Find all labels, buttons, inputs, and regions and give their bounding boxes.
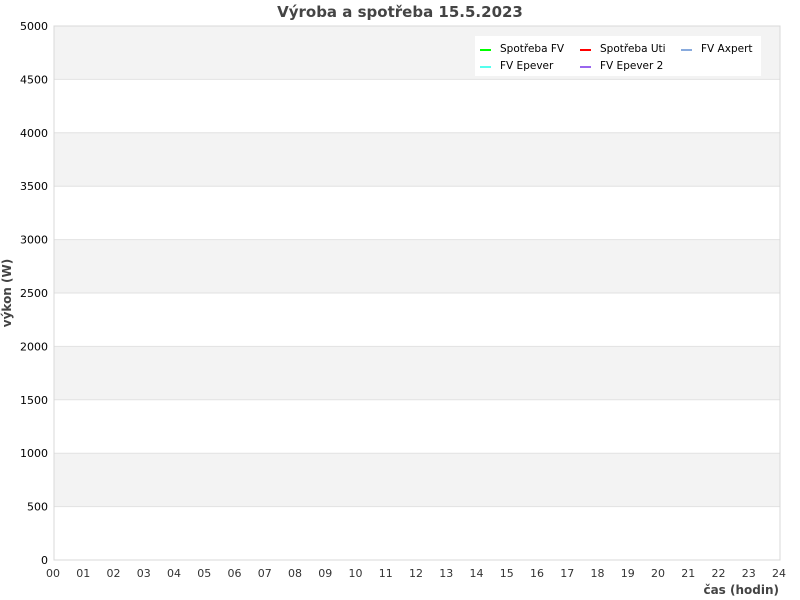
- x-tick-label: 04: [167, 567, 181, 580]
- x-tick-label: 09: [318, 567, 332, 580]
- legend-label: Spotřeba Uti: [600, 43, 666, 55]
- x-tick-label: 23: [742, 567, 756, 580]
- chart-title: Výroba a spotřeba 15.5.2023: [277, 3, 523, 21]
- legend-label: FV Epever: [500, 60, 554, 72]
- x-tick-label: 00: [46, 567, 60, 580]
- x-tick-label: 15: [500, 567, 514, 580]
- x-tick-label: 20: [651, 567, 665, 580]
- y-tick-label: 3000: [20, 234, 48, 247]
- y-tick-label: 3500: [20, 180, 48, 193]
- legend-label: FV Epever 2: [600, 60, 663, 72]
- x-tick-label: 14: [470, 567, 484, 580]
- y-tick-label: 2500: [20, 287, 48, 300]
- x-tick-label: 16: [530, 567, 544, 580]
- legend: Spotřeba FV Spotřeba Uti FV Axpert FV Epeve…: [475, 36, 761, 76]
- x-tick-label: 01: [76, 567, 90, 580]
- x-tick-label: 10: [349, 567, 363, 580]
- legend-label: Spotřeba FV: [500, 43, 565, 55]
- x-tick-label: 08: [288, 567, 302, 580]
- y-tick-label: 4000: [20, 127, 48, 140]
- grid-band: [54, 132, 780, 187]
- x-tick-label: 19: [621, 567, 635, 580]
- x-tick-label: 11: [379, 567, 393, 580]
- x-tick-label: 18: [591, 567, 605, 580]
- x-tick-label: 06: [228, 567, 242, 580]
- x-tick-label: 21: [681, 567, 695, 580]
- y-tick-label: 2000: [20, 340, 48, 353]
- y-tick-label: 0: [41, 554, 48, 567]
- x-tick-label: 03: [137, 567, 151, 580]
- x-tick-label: 02: [107, 567, 121, 580]
- plot-frame: [53, 25, 781, 561]
- x-tick-label: 22: [712, 567, 726, 580]
- grid-band: [54, 239, 780, 293]
- grid-band: [54, 453, 780, 507]
- x-tick-label: 17: [560, 567, 574, 580]
- y-axis-label: výkon (W): [0, 259, 14, 327]
- y-tick-label: 1500: [20, 394, 48, 407]
- x-tick-label: 24: [772, 567, 786, 580]
- x-tick-label: 07: [258, 567, 272, 580]
- y-tick-label: 500: [27, 501, 48, 514]
- grid-band: [54, 346, 780, 400]
- x-tick-label: 13: [439, 567, 453, 580]
- y-tick-label: 4500: [20, 73, 48, 86]
- y-tick-label: 5000: [20, 20, 48, 33]
- y-tick-label: 1000: [20, 447, 48, 460]
- legend-label: FV Axpert: [701, 43, 753, 55]
- x-tick-label: 12: [409, 567, 423, 580]
- x-tick-label: 05: [197, 567, 211, 580]
- x-axis-label: čas (hodin): [703, 583, 779, 597]
